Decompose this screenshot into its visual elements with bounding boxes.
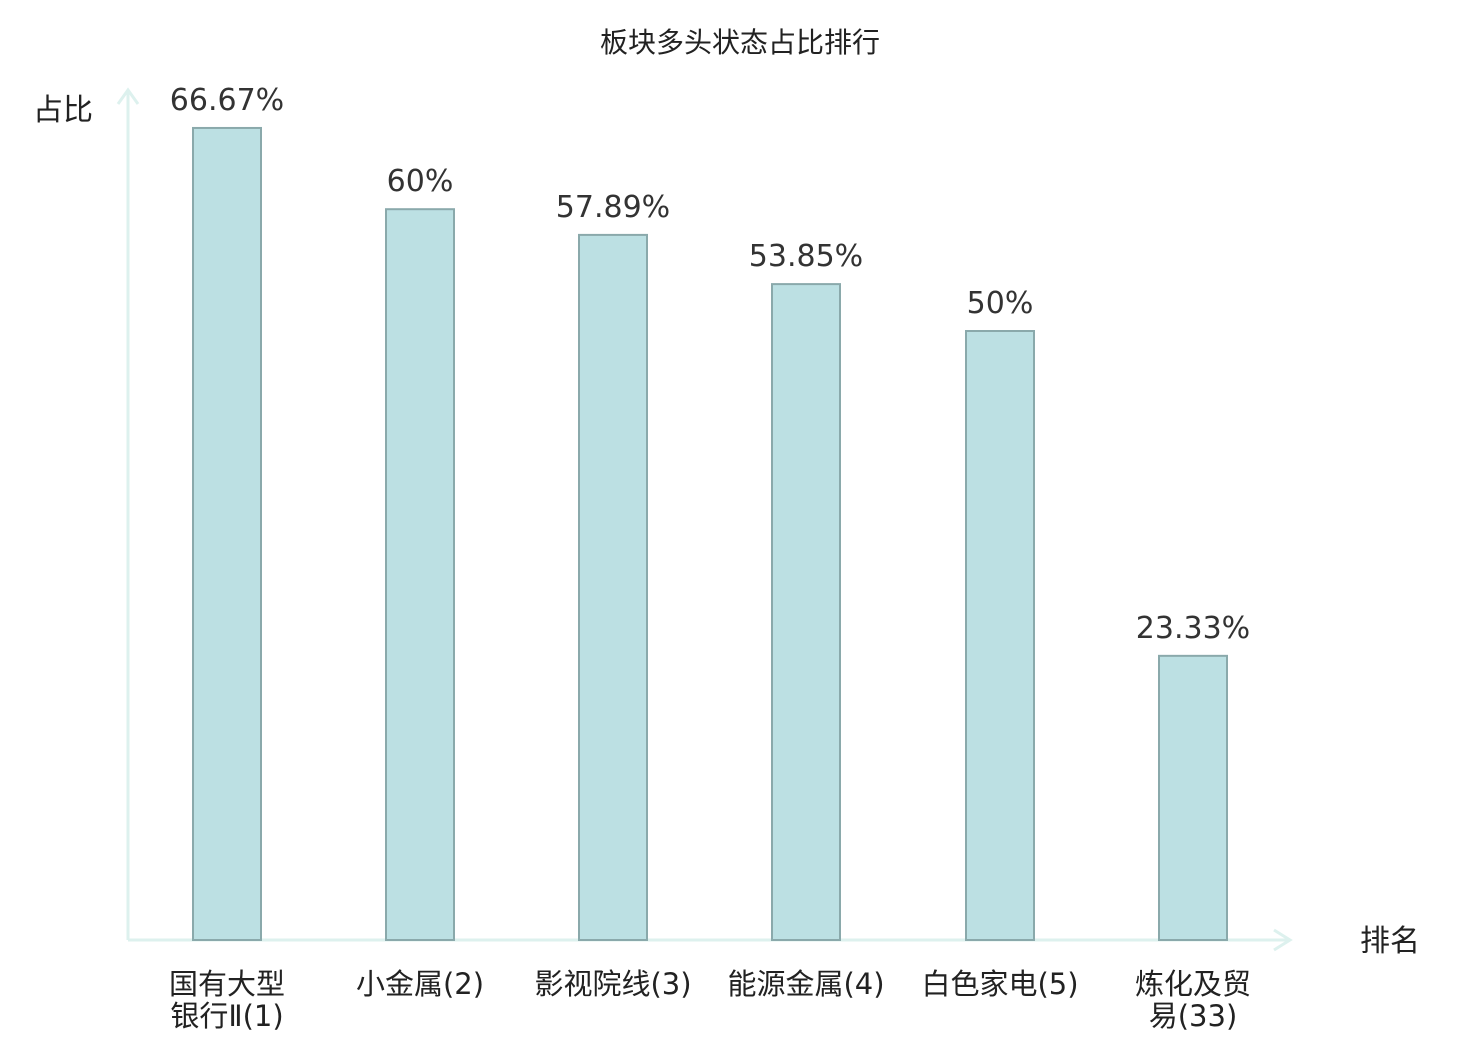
bar-2 <box>385 208 455 941</box>
category-label-5-line-1: 白色家电(5) <box>921 967 1078 1001</box>
bar-1 <box>192 126 262 941</box>
category-label-1-line-1: 国有大型 <box>169 967 285 1001</box>
value-labels-group: 66.67% 60% 57.89% 53.85% 50% 23.33% <box>170 83 1250 646</box>
chart-title: 板块多头状态占比排行 <box>600 26 880 59</box>
value-label-5: 50% <box>967 286 1034 321</box>
y-axis <box>116 87 140 940</box>
x-axis <box>128 928 1293 952</box>
value-label-6: 23.33% <box>1136 611 1250 646</box>
category-labels-group: 国有大型银行Ⅱ(1) 小金属(2) 影视院线(3) 能源金属(4) 白色家电(5) 炼化及… <box>169 967 1251 1033</box>
y-axis-label: 占比 <box>33 93 93 128</box>
bar-4 <box>771 283 841 941</box>
y-axis-arrow <box>116 87 140 105</box>
x-axis-arrow <box>1273 928 1293 952</box>
category-label-4-line-1: 能源金属(4) <box>727 967 884 1001</box>
x-axis-label: 排名 <box>1360 924 1420 959</box>
bars-group <box>192 126 1228 942</box>
bar-6 <box>1158 654 1228 941</box>
category-label-6-line-1: 炼化及贸 <box>1135 967 1251 1001</box>
category-label-6: 炼化及贸易(33) <box>1135 967 1251 1033</box>
category-label-1: 国有大型银行Ⅱ(1) <box>169 967 285 1033</box>
category-label-2: 小金属(2) <box>356 967 484 1001</box>
value-label-1: 66.67% <box>170 83 284 118</box>
category-label-3-line-1: 影视院线(3) <box>534 967 691 1001</box>
value-label-3: 57.89% <box>556 190 670 225</box>
value-label-2: 60% <box>387 164 454 199</box>
bar-5 <box>965 330 1035 941</box>
bar-3 <box>578 233 648 942</box>
category-label-6-line-2: 易(33) <box>1149 999 1238 1033</box>
category-label-1-line-2: 银行Ⅱ(1) <box>170 999 283 1033</box>
category-label-3: 影视院线(3) <box>534 967 691 1001</box>
category-label-4: 能源金属(4) <box>727 967 884 1001</box>
category-label-5: 白色家电(5) <box>921 967 1078 1001</box>
value-label-4: 53.85% <box>749 239 863 274</box>
category-label-2-line-1: 小金属(2) <box>356 967 484 1001</box>
